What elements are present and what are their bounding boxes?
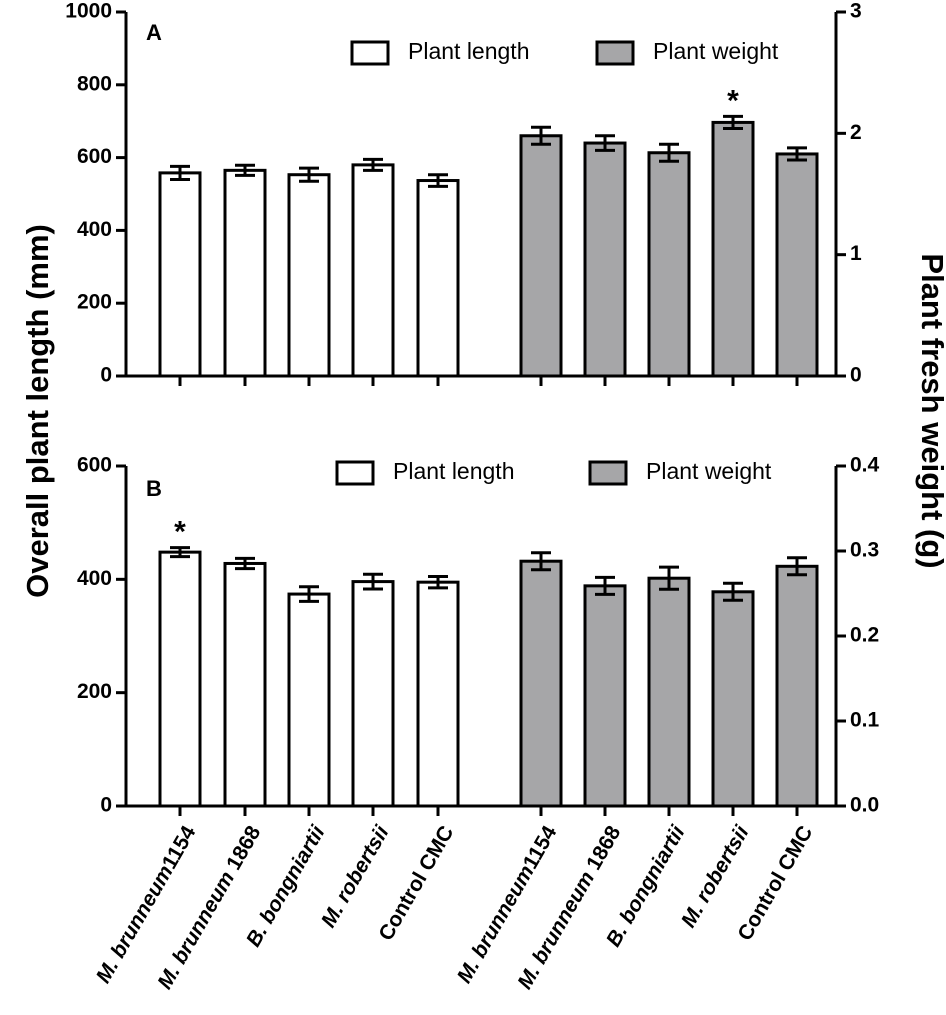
bar-plant-weight	[647, 576, 691, 808]
panel-label: B	[146, 476, 162, 501]
left-tick-label: 0	[100, 364, 112, 387]
x-category-plain: 1868	[580, 822, 626, 879]
x-category-plain: 1154	[519, 822, 562, 873]
legend-swatch	[350, 40, 390, 66]
legend-swatch	[588, 460, 628, 486]
x-category-plain: 1154	[158, 822, 201, 873]
panel-b: 0 200 400 600 0.0 0.1 0.2 0.3 0.4 * B Plant length P…	[77, 454, 880, 817]
bar-plant-weight	[519, 134, 563, 378]
left-tick-label: 400	[77, 218, 112, 241]
bar-plant-length	[287, 173, 331, 378]
bar-plant-weight	[647, 151, 691, 378]
legend-swatch	[335, 460, 375, 486]
bar-plant-weight	[775, 152, 819, 378]
bar-plant-weight	[711, 120, 755, 378]
left-tick-label: 800	[77, 72, 112, 95]
legend-label: Plant weight	[653, 38, 779, 64]
x-category-italic: M. robertsii	[677, 821, 754, 932]
right-tick-label: 3	[850, 0, 862, 23]
left-tick-label: 0	[100, 794, 112, 817]
legend-label: Plant length	[408, 38, 529, 64]
y-axis-title-right: Plant fresh weight (g)	[915, 253, 946, 568]
bar-plant-length	[416, 580, 460, 808]
right-tick-label: 0.1	[850, 709, 880, 732]
left-tick-label: 600	[77, 145, 112, 168]
left-tick-label: 200	[77, 680, 112, 703]
right-tick-label: 0.3	[850, 539, 879, 562]
left-tick-label: 400	[77, 567, 112, 590]
bar-plant-weight	[583, 584, 627, 808]
bar-plant-length	[223, 561, 267, 808]
right-tick-label: 0.0	[850, 794, 879, 817]
bar-plant-length	[287, 592, 331, 808]
bar-plant-weight	[519, 559, 563, 808]
bar-plant-length	[158, 171, 202, 378]
bar-plant-length	[416, 179, 460, 378]
bar-plant-weight	[711, 590, 755, 808]
bar-plant-length	[351, 580, 395, 808]
panel-label: A	[146, 20, 162, 45]
x-category-label: M. robertsii	[317, 821, 394, 932]
x-category-label: M. robertsii	[677, 821, 754, 932]
bar-plant-length	[351, 163, 395, 378]
x-category-plain: 1868	[220, 822, 266, 879]
panel-a: 0 200 400 600 800 1000 0 1 2 3 * A Plant length Plant…	[65, 0, 862, 387]
left-tick-label: 1000	[65, 0, 112, 23]
bar-plant-weight	[583, 141, 627, 378]
x-category-italic: M. robertsii	[317, 821, 394, 932]
bar-plant-length	[158, 550, 202, 808]
significance-star: *	[174, 516, 186, 549]
bar-plant-weight	[775, 564, 819, 808]
significance-star: *	[727, 84, 739, 117]
left-tick-label: 600	[77, 454, 112, 477]
right-tick-label: 2	[850, 121, 862, 144]
legend-label: Plant length	[393, 458, 514, 484]
y-axis-title-left: Overall plant length (mm)	[20, 224, 55, 598]
legend-label: Plant weight	[646, 458, 772, 484]
left-tick-label: 200	[77, 291, 112, 314]
right-tick-label: 1	[850, 242, 862, 265]
right-tick-label: 0	[850, 364, 862, 387]
right-tick-label: 0.2	[850, 624, 879, 647]
legend-swatch	[595, 40, 635, 66]
right-tick-label: 0.4	[850, 454, 880, 477]
bar-plant-length	[223, 168, 267, 378]
